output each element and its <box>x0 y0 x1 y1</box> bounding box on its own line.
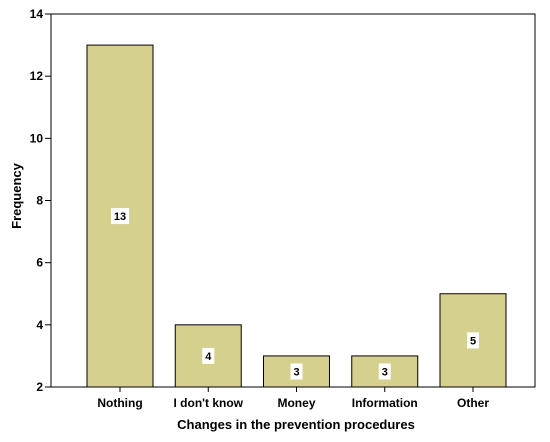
plot-area: 2 4 6 8 10 12 14 Nothing 13 I don't know 4 Money 3 In… <box>30 7 536 410</box>
data-label-box <box>111 208 129 225</box>
data-label: 5 <box>470 335 476 347</box>
data-label: 13 <box>114 211 126 223</box>
data-label: 3 <box>382 366 388 378</box>
x-tick-label: I don't know <box>173 396 243 410</box>
y-tick-label: 12 <box>30 69 44 83</box>
y-tick-label: 8 <box>36 194 43 208</box>
x-axis-title: Changes in the prevention procedures <box>177 417 415 432</box>
data-label-box <box>290 363 303 380</box>
x-tick-label: Nothing <box>97 396 142 410</box>
y-tick-label: 2 <box>36 380 43 394</box>
x-tick-label: Information <box>352 396 418 410</box>
y-tick-label: 14 <box>30 7 44 21</box>
data-label: 3 <box>293 366 299 378</box>
data-label: 4 <box>205 351 212 363</box>
y-axis-title: Frequency <box>9 162 24 229</box>
y-tick-label: 6 <box>36 256 43 270</box>
y-tick-label: 10 <box>30 131 44 145</box>
data-label-box <box>467 332 479 349</box>
x-tick-label: Other <box>457 396 489 410</box>
x-tick-label: Money <box>277 396 315 410</box>
data-label-box <box>378 363 391 380</box>
y-tick-label: 4 <box>36 318 43 332</box>
data-label-box <box>202 347 215 364</box>
